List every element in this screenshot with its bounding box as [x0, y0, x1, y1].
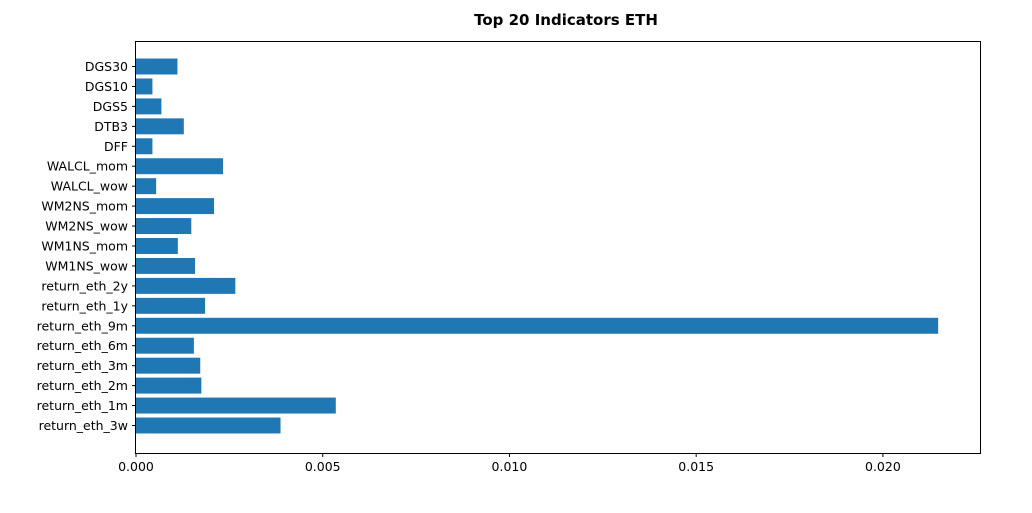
y-tick-label: return_eth_2m [37, 378, 128, 393]
bar-WM1NS_mom [136, 238, 178, 254]
x-tick-label: 0.005 [305, 459, 341, 474]
bars-group [136, 58, 939, 434]
bar-WM2NS_mom [136, 198, 215, 215]
y-tick-label: WM2NS_mom [41, 199, 128, 214]
y-tick-label: DGS30 [85, 59, 128, 74]
bar-WM2NS_wow [136, 218, 192, 235]
y-tick-label: WM1NS_mom [41, 239, 128, 254]
x-tick-label: 0.015 [678, 459, 714, 474]
bar-return_eth_2m [136, 377, 202, 394]
bar-return_eth_2y [136, 277, 236, 294]
y-tick-label: return_eth_1m [37, 398, 128, 413]
y-tick-label: WALCL_mom [47, 159, 128, 174]
y-tick-label: DFF [104, 139, 128, 154]
y-tick-label: DGS10 [85, 79, 128, 94]
x-axis: 0.000 0.005 0.010 0.015 0.020 [118, 453, 901, 474]
y-tick-label: WM2NS_wow [45, 219, 128, 234]
y-tick-label: return_eth_2y [41, 278, 128, 293]
bar-return_eth_3m [136, 357, 201, 374]
bar-WM1NS_wow [136, 257, 196, 274]
bar-DGS10 [136, 78, 153, 95]
chart-title: Top 20 Indicators ETH [474, 11, 658, 29]
x-tick-label: 0.020 [865, 459, 901, 474]
y-tick-label: return_eth_6m [37, 338, 128, 353]
bar-WALCL_wow [136, 178, 157, 195]
y-tick-label: return_eth_9m [37, 318, 128, 333]
y-tick-label: return_eth_3w [39, 418, 128, 433]
bar-return_eth_1m [136, 397, 336, 414]
bar-return_eth_3w [136, 417, 281, 434]
y-axis: return_eth_3w return_eth_1m return_eth_2m r… [37, 59, 136, 433]
bar-return_eth_6m [136, 337, 194, 354]
x-tick-label: 0.000 [118, 459, 154, 474]
bar-WALCL_mom [136, 158, 224, 175]
bar-return_eth_1y [136, 297, 206, 314]
y-tick-label: return_eth_3m [37, 358, 128, 373]
y-tick-label: return_eth_1y [41, 298, 128, 313]
y-tick-label: WALCL_wow [51, 179, 128, 194]
plot-frame [135, 41, 981, 454]
bar-DTB3 [136, 118, 184, 135]
y-tick-label: WM1NS_wow [45, 258, 128, 273]
x-tick-label: 0.010 [492, 459, 528, 474]
bar-DGS5 [136, 98, 162, 115]
bar-DFF [136, 138, 153, 155]
bar-DGS30 [136, 58, 178, 75]
bar-return_eth_9m [136, 317, 939, 334]
y-tick-label: DGS5 [93, 99, 128, 114]
y-tick-label: DTB3 [94, 119, 128, 134]
